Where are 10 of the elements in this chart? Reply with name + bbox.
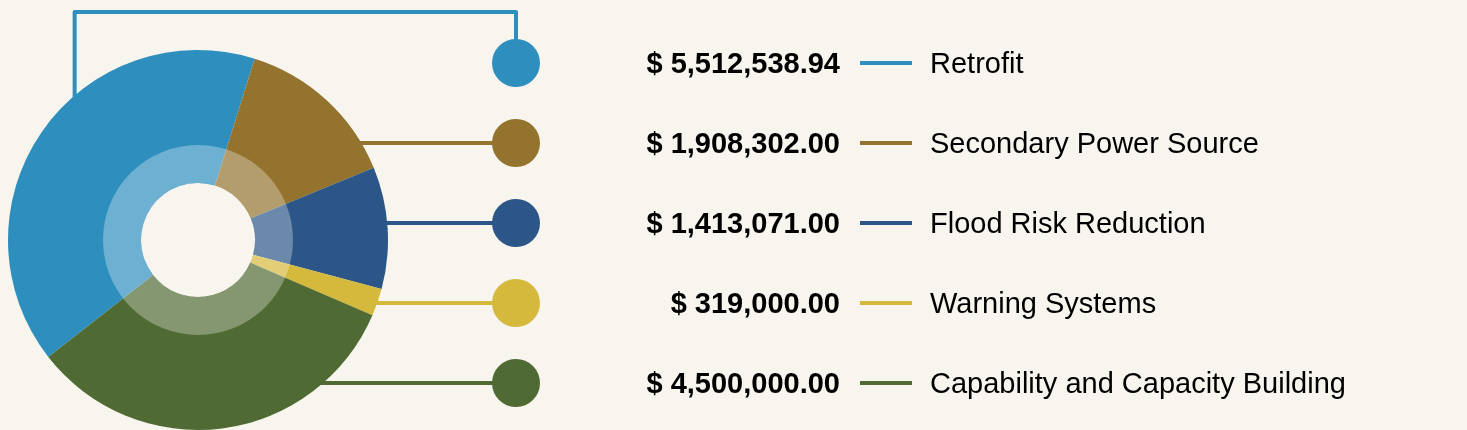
data-label: $ 1,413,071.00 (646, 207, 840, 239)
legend-label: Retrofit (930, 47, 1024, 79)
legend-label: Warning Systems (930, 287, 1157, 319)
data-label: $ 319,000.00 (670, 287, 840, 319)
legend-label: Capability and Capacity Building (930, 367, 1346, 399)
legend-label: Flood Risk Reduction (930, 207, 1206, 239)
data-label: $ 1,908,302.00 (646, 127, 840, 159)
data-label: $ 4,500,000.00 (646, 367, 840, 399)
data-label: $ 5,512,538.94 (646, 47, 840, 79)
legend-label: Secondary Power Source (930, 127, 1259, 159)
